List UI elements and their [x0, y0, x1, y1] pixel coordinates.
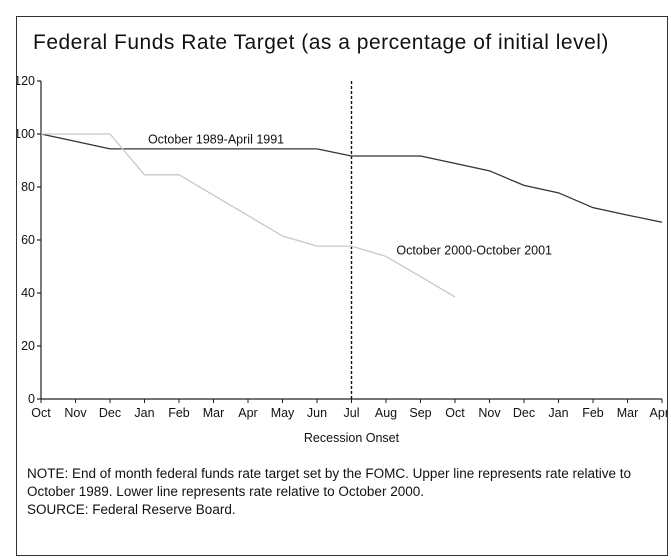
chart-notes: NOTE: End of month federal funds rate ta…	[27, 465, 657, 519]
x-axis-label: Recession Onset	[304, 431, 400, 445]
x-tick-label: Dec	[99, 406, 121, 420]
x-tick-label: Nov	[64, 406, 87, 420]
y-tick-label: 100	[17, 127, 35, 141]
source-text: SOURCE: Federal Reserve Board.	[27, 502, 236, 517]
x-tick-label: Jan	[134, 406, 154, 420]
y-tick-label: 60	[21, 233, 35, 247]
x-tick-label: May	[271, 406, 295, 420]
y-tick-label: 80	[21, 180, 35, 194]
chart-title: Federal Funds Rate Target (as a percenta…	[33, 31, 609, 54]
y-tick-label: 0	[28, 392, 35, 406]
chart-plot: 0 20 40 60 80 100 120 Oct Nov Dec Jan Feb Mar Apr May J…	[17, 74, 667, 445]
x-tick-label: Apr	[238, 406, 257, 420]
x-tick-label: Mar	[203, 406, 225, 420]
chart-panel: Federal Funds Rate Target (as a percenta…	[16, 16, 668, 556]
x-tick-label: Mar	[617, 406, 639, 420]
series-line-1	[40, 133, 663, 223]
series-label-2: October 2000-October 2001	[396, 244, 552, 258]
x-tick-label: Nov	[478, 406, 501, 420]
x-tick-label: Apr	[650, 406, 667, 420]
y-tick-label: 120	[17, 74, 35, 88]
x-tick-label: Jun	[307, 406, 327, 420]
x-tick-label: Feb	[582, 406, 604, 420]
x-tick-label: Dec	[513, 406, 535, 420]
series-line-2	[41, 133, 456, 298]
series-label-1: October 1989-April 1991	[148, 132, 284, 146]
x-tick-label: Jul	[344, 406, 360, 420]
x-tick-label: Oct	[445, 406, 465, 420]
x-tick-label: Jan	[548, 406, 568, 420]
y-tick-label: 20	[21, 339, 35, 353]
x-tick-label: Aug	[375, 406, 397, 420]
note-text: NOTE: End of month federal funds rate ta…	[27, 466, 632, 499]
x-tick-label: Sep	[409, 406, 431, 420]
y-tick-label: 40	[21, 286, 35, 300]
x-tick-label: Feb	[168, 406, 190, 420]
x-tick-label: Oct	[31, 406, 51, 420]
